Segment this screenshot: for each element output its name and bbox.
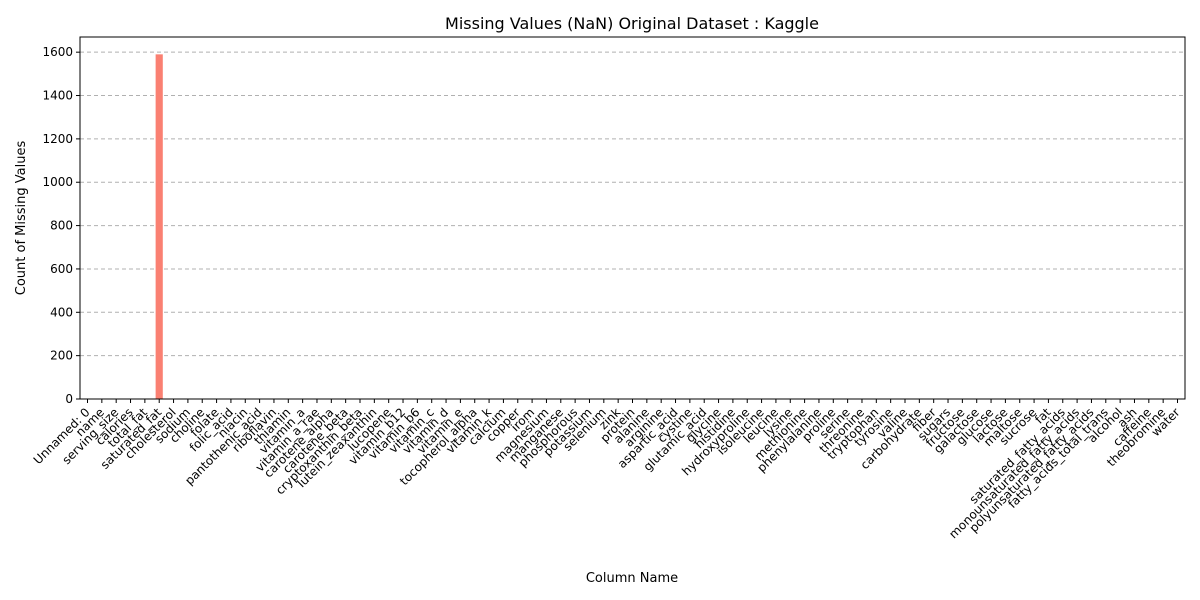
x-axis-label: Column Name (586, 571, 678, 586)
y-tick-label: 400 (50, 305, 73, 319)
y-axis-ticks: 0 200 400 600 800 1000 1200 1400 1600 (42, 45, 80, 406)
plot-frame (79, 36, 1186, 400)
x-axis-ticks: Unnamed: 0nameserving_sizecaloriestotal_… (31, 399, 1183, 541)
bar-saturated-fat (155, 54, 163, 400)
chart-title: Missing Values (NaN) Original Dataset : … (445, 14, 819, 33)
grid-lines (80, 51, 1185, 400)
y-tick-label: 600 (50, 262, 73, 276)
y-tick-label: 1200 (42, 132, 73, 146)
y-tick-label: 200 (50, 349, 73, 363)
bars (155, 54, 163, 400)
y-tick-label: 0 (65, 392, 73, 406)
y-tick-label: 1600 (42, 45, 73, 59)
y-tick-label: 800 (50, 219, 73, 233)
y-tick-label: 1400 (42, 89, 73, 103)
y-axis-label: Count of Missing Values (14, 141, 29, 296)
y-tick-label: 1000 (42, 175, 73, 189)
